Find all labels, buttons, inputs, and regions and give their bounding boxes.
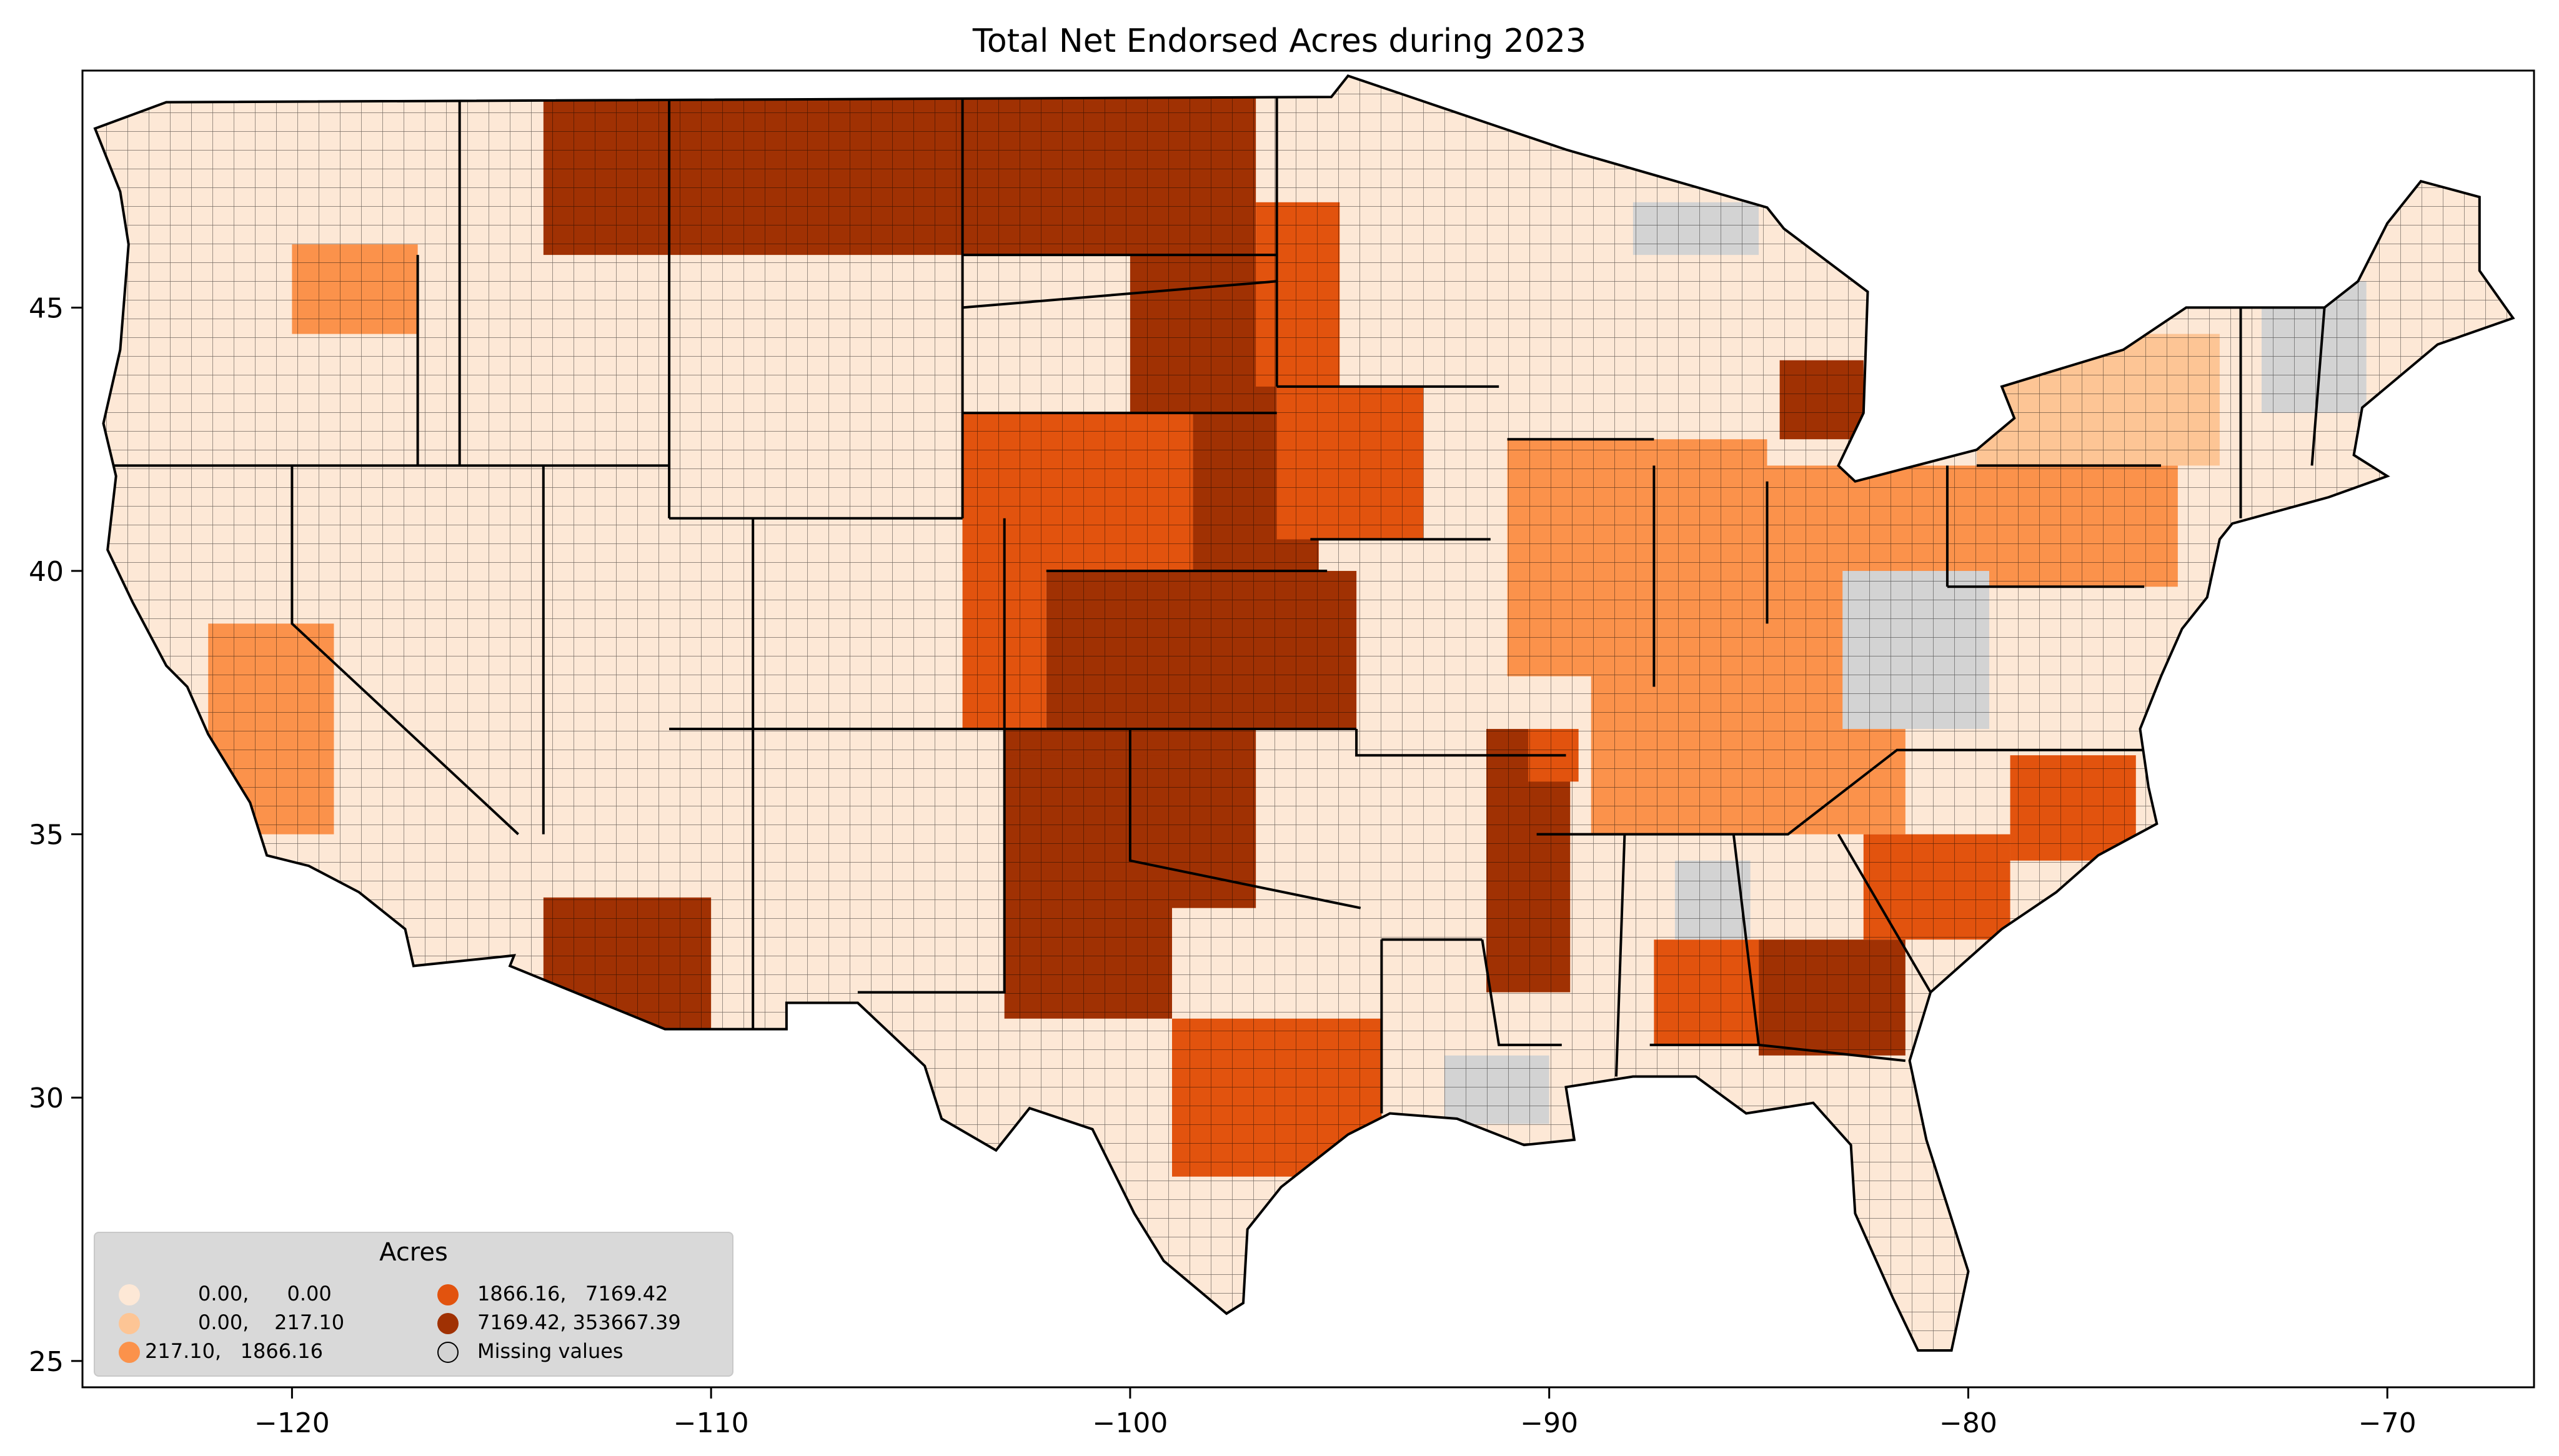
state-border-9 (857, 518, 1006, 994)
y-tick-label: 45 (29, 292, 64, 324)
state-border-36 (2310, 307, 2326, 466)
us-outline (93, 74, 2515, 1352)
state-border-4 (291, 465, 519, 836)
state-border-16 (962, 280, 1277, 309)
state-border-34 (1837, 833, 1932, 993)
y-axis: 25 30 35 40 45 (29, 292, 82, 1378)
legend-swatch-class3 (437, 1284, 459, 1305)
x-tick-label: −110 (673, 1407, 749, 1439)
state-borders (103, 97, 2326, 1114)
x-tick-label: −100 (1092, 1407, 1168, 1439)
y-tick-label: 35 (29, 820, 64, 851)
legend-label-missing: Missing values (477, 1339, 624, 1363)
state-border-31 (1481, 939, 1562, 1046)
legend-label-class1: 0.00, 217.10 (198, 1310, 345, 1334)
legend: Acres 0.00, 0.00 0.00, 217.10 217.10, 18… (94, 1232, 733, 1377)
state-border-27 (1536, 748, 2145, 836)
y-tick-label: 25 (29, 1346, 64, 1378)
y-tick-label: 40 (29, 556, 64, 588)
legend-swatch-class2 (119, 1342, 140, 1363)
state-border-20 (1355, 729, 1566, 757)
x-axis: −120 −110 −100 −90 −80 −70 (254, 1387, 2417, 1439)
plot-frame (81, 69, 2535, 1389)
y-tick-label: 30 (29, 1082, 64, 1114)
legend-title: Acres (379, 1238, 448, 1267)
legend-swatch-class1 (119, 1313, 140, 1334)
legend-swatch-missing (437, 1342, 459, 1363)
state-border-28 (1615, 834, 1626, 1077)
legend-label-class2: 217.10, 1866.16 (145, 1339, 323, 1363)
legend-swatch-class0 (119, 1284, 140, 1305)
state-border-33 (1758, 1043, 1906, 1062)
x-tick-label: −80 (1939, 1407, 1997, 1439)
legend-label-class3: 1866.16, 7169.42 (477, 1282, 668, 1305)
legend-label-class4: 7169.42, 353667.39 (477, 1310, 681, 1334)
legend-swatch-class4 (437, 1313, 459, 1334)
state-border-13 (1128, 729, 1361, 909)
chart-title: Total Net Endorsed Acres during 2023 (972, 22, 1587, 60)
x-tick-label: −90 (1520, 1407, 1578, 1439)
x-tick-label: −120 (254, 1407, 330, 1439)
x-tick-label: −70 (2358, 1407, 2417, 1439)
legend-label-class0: 0.00, 0.00 (198, 1282, 332, 1305)
